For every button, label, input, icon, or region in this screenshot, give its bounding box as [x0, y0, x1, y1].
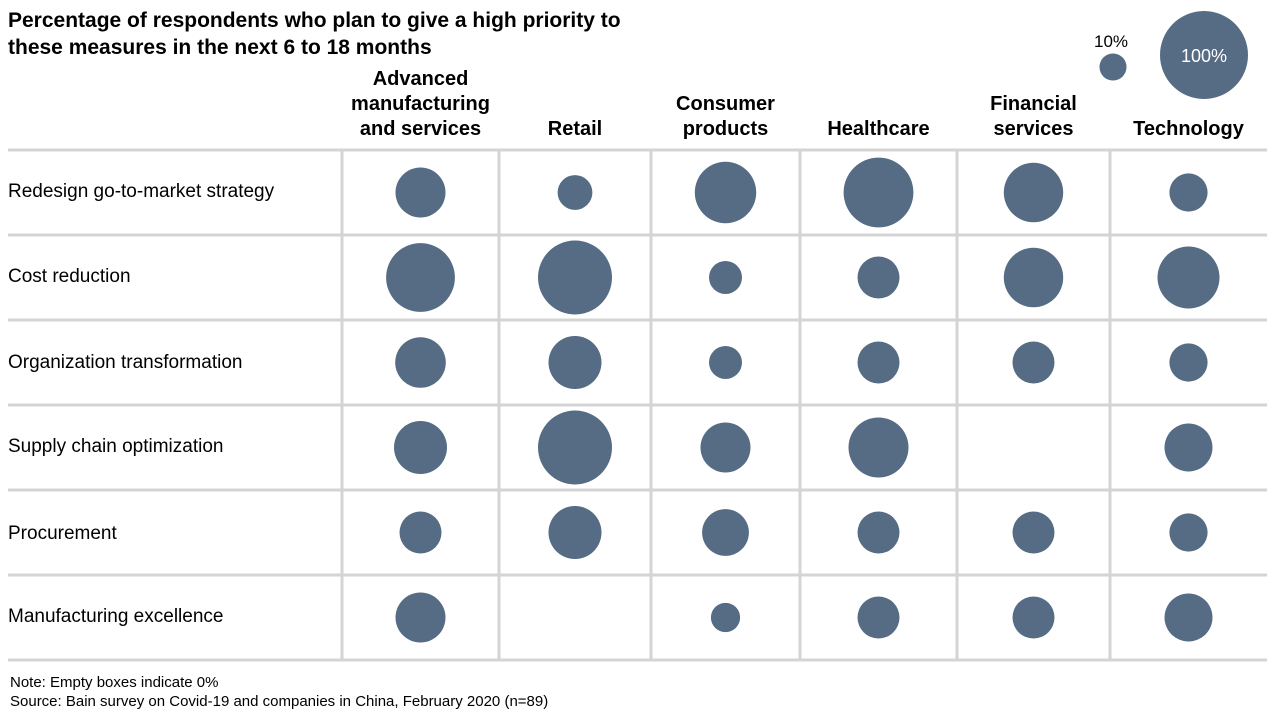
bubble-r5-c4 — [1012, 596, 1055, 639]
bubble-r3-c2 — [700, 422, 751, 473]
bubble-r1-c4 — [1003, 247, 1064, 308]
bubble-r3-c3 — [848, 417, 909, 478]
bubble-r4-c3 — [857, 511, 900, 554]
row-label-organization-transformation: Organization transformation — [8, 352, 243, 373]
bubble-r5-c2 — [710, 602, 741, 633]
bubble-r4-c0 — [399, 511, 442, 554]
bubble-r5-c3 — [857, 596, 900, 639]
column-header-healthcare: Healthcare — [827, 118, 930, 140]
bubble-r5-c0 — [395, 592, 446, 643]
bubble-r5-c5 — [1164, 593, 1213, 642]
bubble-r0-c1 — [557, 175, 593, 210]
legend-label-large: 100% — [1181, 46, 1227, 66]
chart-title: Percentage of respondents who plan to gi… — [8, 9, 621, 59]
bubble-r1-c3 — [857, 256, 900, 299]
row-label-supply-chain: Supply chain optimization — [8, 436, 224, 457]
column-header-consumer-products: Consumer products — [676, 93, 775, 140]
bubble-r0-c0 — [395, 167, 446, 218]
row-label-procurement: Procurement — [8, 523, 117, 544]
bubble-r2-c3 — [857, 341, 900, 384]
bubble-r1-c2 — [709, 261, 742, 294]
row-label-go-to-market: Redesign go-to-market strategy — [8, 181, 275, 202]
bubble-r3-c0 — [394, 421, 447, 474]
bubble-r4-c4 — [1012, 511, 1055, 554]
bubble-r1-c5 — [1157, 246, 1220, 309]
bubble-r3-c1 — [538, 410, 612, 485]
row-label-cost-reduction: Cost reduction — [8, 266, 131, 287]
bubble-r0-c5 — [1169, 173, 1208, 212]
bubble-r0-c2 — [694, 161, 757, 224]
bubble-r1-c0 — [386, 243, 455, 312]
column-header-financial-services: Financial services — [990, 93, 1077, 140]
legend-bubble-small — [1099, 53, 1127, 81]
bubble-r4-c2 — [702, 509, 749, 556]
bubble-r2-c0 — [395, 337, 446, 388]
column-header-retail: Retail — [547, 118, 603, 140]
bubble-r4-c5 — [1169, 513, 1208, 552]
bubble-r2-c5 — [1169, 343, 1208, 382]
footnote: Note: Empty boxes indicate 0% — [10, 674, 219, 691]
column-header-technology: Technology — [1133, 118, 1244, 140]
bubble-r0-c4 — [1003, 162, 1064, 223]
bubble-r3-c5 — [1164, 423, 1213, 472]
row-label-manufacturing-excellence: Manufacturing excellence — [8, 606, 224, 627]
column-header-advanced-manufacturing: Advanced manufacturing and services — [351, 68, 490, 140]
bubble-r1-c1 — [538, 240, 612, 315]
legend-bubble-large — [1160, 11, 1248, 99]
bubble-r4-c1 — [548, 506, 602, 559]
bubble-r2-c1 — [548, 336, 602, 389]
bubble-r0-c3 — [843, 157, 914, 228]
legend-label-small: 10% — [1094, 32, 1129, 51]
bubble-r2-c4 — [1012, 341, 1055, 384]
source-note: Source: Bain survey on Covid-19 and comp… — [10, 693, 549, 710]
bubble-r2-c2 — [709, 346, 742, 379]
